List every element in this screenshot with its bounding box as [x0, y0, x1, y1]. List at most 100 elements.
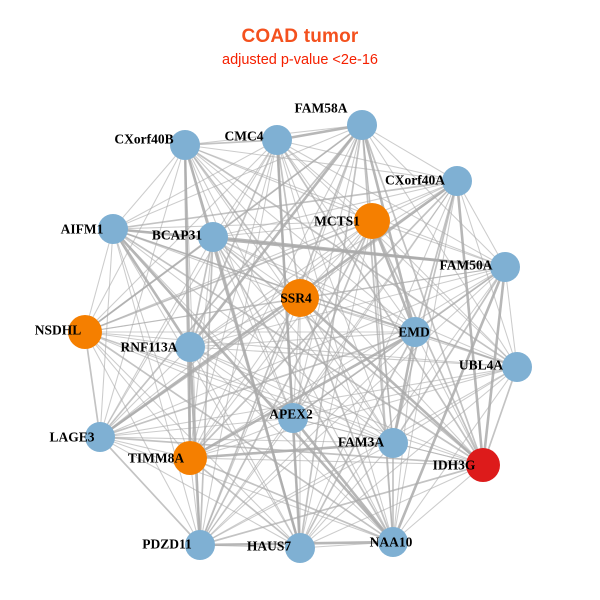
network-edge — [292, 331, 416, 419]
network-node-nsdhl[interactable] — [68, 315, 102, 349]
network-edge — [189, 346, 394, 543]
network-node-aifm1[interactable] — [98, 214, 128, 244]
network-edge — [99, 220, 373, 438]
network-edge — [84, 331, 201, 546]
network-node-lage3[interactable] — [85, 422, 115, 452]
network-edge — [371, 220, 394, 543]
network-edge — [189, 417, 294, 459]
network-edge — [199, 442, 394, 546]
network-edge — [99, 124, 363, 438]
network-edge — [84, 331, 101, 438]
network-edge — [291, 417, 395, 543]
network-edge — [84, 331, 301, 549]
network-node-mcts1[interactable] — [354, 203, 390, 239]
network-edge — [199, 464, 484, 546]
network-edge — [184, 144, 394, 543]
network-node-idh3g[interactable] — [466, 448, 500, 482]
network-edge — [112, 228, 294, 419]
network-edge — [189, 457, 484, 466]
network-edge — [84, 331, 191, 348]
network-edge — [99, 179, 458, 439]
network-edge — [189, 457, 301, 549]
network-node-timm8a[interactable] — [173, 441, 207, 475]
network-edge — [391, 331, 417, 444]
network-edge — [112, 228, 301, 549]
network-edge — [189, 220, 373, 348]
network-edge — [189, 266, 506, 348]
network-edge — [99, 144, 186, 438]
network-edge — [111, 228, 192, 348]
network-edge — [189, 139, 278, 459]
network-edge — [212, 236, 484, 466]
network-edge — [189, 330, 416, 460]
network-edge — [99, 436, 394, 543]
network-edge — [276, 139, 373, 222]
network-edge — [112, 220, 373, 230]
network-edge — [84, 220, 373, 333]
network-edge — [361, 124, 484, 466]
network-edge — [212, 220, 373, 238]
network-edge — [189, 346, 518, 368]
network-node-cxorf40b[interactable] — [170, 130, 200, 160]
network-node-fam58a[interactable] — [347, 110, 377, 140]
network-edge — [112, 228, 191, 459]
network-edge — [112, 124, 363, 230]
network-node-ubl4a[interactable] — [502, 352, 532, 382]
network-edge — [276, 139, 506, 268]
network-edge — [189, 441, 394, 460]
network-edge — [84, 331, 484, 466]
network-node-ssr4[interactable] — [281, 279, 319, 317]
network-node-emd[interactable] — [400, 317, 430, 347]
network-edge — [189, 266, 506, 459]
network-edge — [292, 366, 518, 419]
network-edge — [99, 331, 416, 438]
network-edge — [392, 180, 458, 444]
network-node-fam3a[interactable] — [378, 428, 408, 458]
network-edge — [276, 139, 301, 299]
network-edge — [112, 227, 506, 269]
network-node-pdzd11[interactable] — [185, 530, 215, 560]
network-node-haus7[interactable] — [285, 533, 315, 563]
network-node-cxorf40a[interactable] — [442, 166, 472, 196]
network-edge — [189, 124, 363, 459]
network-edge — [299, 180, 458, 549]
network-edge — [189, 220, 373, 459]
network-edge — [84, 331, 518, 368]
network-edge — [189, 346, 394, 444]
network-node-naa10[interactable] — [378, 527, 408, 557]
network-node-bcap31[interactable] — [198, 222, 228, 252]
network-edge — [212, 180, 458, 238]
network-edge — [392, 266, 506, 444]
network-edge — [299, 220, 373, 549]
network-edge — [112, 144, 186, 230]
network-node-apex2[interactable] — [278, 403, 308, 433]
network-edge — [112, 180, 458, 230]
network-edge — [456, 180, 506, 268]
network-edge — [371, 220, 518, 368]
network-node-rnf113a[interactable] — [175, 332, 205, 362]
network-edge — [212, 236, 416, 333]
network-edge — [212, 236, 518, 368]
network-edge — [276, 139, 458, 182]
network-node-fam50a[interactable] — [490, 252, 520, 282]
network-edge — [184, 144, 301, 299]
network-edge — [199, 331, 416, 546]
network-edge — [99, 346, 191, 438]
network-edge — [84, 331, 394, 444]
network-edge — [370, 220, 417, 333]
network-edge — [414, 331, 518, 368]
network-edge — [392, 366, 518, 543]
network-edge — [184, 144, 373, 222]
network-edge — [189, 236, 214, 348]
network-edge — [189, 346, 294, 419]
network-edge — [361, 124, 394, 543]
network-node-cmc4[interactable] — [262, 125, 292, 155]
network-edge — [112, 228, 394, 444]
network-edge — [184, 144, 506, 268]
network-edge — [184, 139, 278, 146]
network-edge — [99, 228, 114, 438]
network-edge — [292, 297, 301, 419]
network-edge — [99, 236, 214, 438]
network-edge — [371, 220, 484, 466]
